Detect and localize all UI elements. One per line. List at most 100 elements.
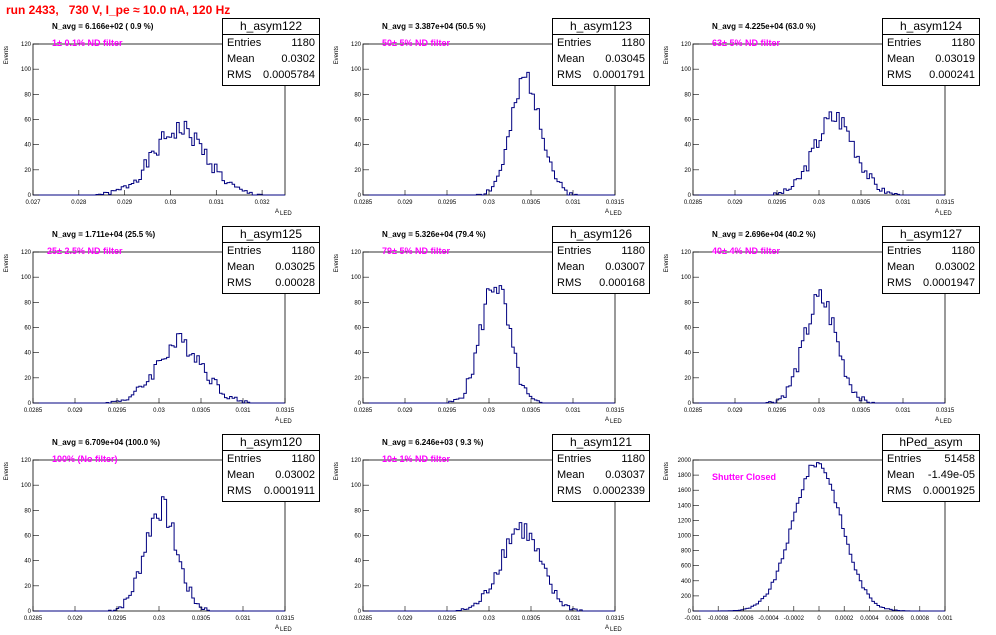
y-tick-label: 120 (681, 42, 692, 48)
y-axis-title: Events (4, 46, 10, 64)
stats-value-entries: 1180 (621, 37, 645, 49)
y-tick-label: 40 (24, 559, 31, 565)
stats-row-mean: Mean 0.03045 (553, 51, 649, 67)
y-tick-label: 40 (24, 351, 31, 357)
histogram-name: h_asym127 (883, 227, 979, 243)
histogram-name: hPed_asym (883, 435, 979, 451)
x-axis-title-subscript: LED (610, 419, 622, 425)
histogram-plot: 0.0285 0.029 0.0295 0.03 0.0305 0.031 0.0315 0 2… (4, 250, 295, 425)
stats-box: h_asym122 Entries 1180 Mean 0.0302 RMS 0.00057… (222, 18, 320, 86)
y-tick-label: 100 (21, 67, 32, 73)
histogram-name: h_asym123 (553, 19, 649, 35)
y-tick-label: 0 (358, 193, 362, 199)
x-axis-title: A (275, 625, 279, 631)
x-tick-label: 0.0285 (354, 200, 373, 206)
histogram-pad-h_asym120: 0.0285 0.029 0.0295 0.03 0.0305 0.031 0.0315 0 2… (0, 430, 330, 635)
x-axis-title: A (275, 209, 279, 215)
x-tick-label: 0.0295 (768, 200, 787, 206)
x-axis-title: A (605, 209, 609, 215)
y-tick-label: 120 (681, 250, 692, 256)
x-tick-label: 0.029 (397, 200, 413, 206)
x-tick-label: 0.0285 (684, 200, 703, 206)
y-tick-label: 20 (684, 168, 691, 174)
stats-label-mean: Mean (557, 53, 585, 65)
stats-box: h_asym123 Entries 1180 Mean 0.03045 RMS 0.0001… (552, 18, 650, 86)
stats-value-rms: 0.0005784 (263, 69, 315, 81)
y-tick-label: 60 (684, 326, 691, 332)
stats-row-rms: RMS 0.0001925 (883, 483, 979, 499)
stats-label-entries: Entries (227, 37, 262, 49)
stats-row-rms: RMS 0.00028 (223, 275, 319, 291)
y-tick-label: 60 (684, 118, 691, 124)
stats-label-mean: Mean (227, 469, 255, 481)
x-tick-label: 0.031 (565, 616, 581, 622)
stats-value-rms: 0.0001791 (593, 69, 645, 81)
stats-row-entries: Entries 1180 (223, 451, 319, 467)
y-tick-label: 100 (351, 67, 362, 73)
y-tick-label: 60 (24, 534, 31, 540)
x-tick-label: 0.031 (565, 200, 581, 206)
y-tick-label: 20 (24, 376, 31, 382)
stats-value-entries: 51458 (944, 453, 975, 465)
histogram-line (693, 462, 945, 612)
histogram-plot: 0.0285 0.029 0.0295 0.03 0.0305 0.031 0.0315 0 2… (334, 250, 625, 425)
histogram-pad-h_asym125: 0.0285 0.029 0.0295 0.03 0.0305 0.031 0.0315 0 2… (0, 222, 330, 427)
x-tick-label: 0 (817, 616, 821, 622)
x-tick-label: 0.029 (397, 616, 413, 622)
stats-value-rms: 0.0001925 (923, 485, 975, 497)
n-avg-label: N_avg = 6.166e+02 ( 0.9 %) (52, 22, 154, 31)
y-tick-label: 100 (681, 67, 692, 73)
stats-row-mean: Mean 0.03007 (553, 259, 649, 275)
histogram-pad-h_asym122: 0.027 0.028 0.029 0.03 0.031 0.032 0 20 40 60 80 10… (0, 14, 330, 219)
y-tick-label: 0 (358, 609, 362, 615)
stats-value-rms: 0.00028 (275, 277, 315, 289)
x-axis-title: A (275, 417, 279, 423)
stats-label-entries: Entries (887, 37, 922, 49)
x-tick-label: 0.0285 (354, 616, 373, 622)
y-tick-label: 80 (24, 92, 31, 98)
y-tick-label: 20 (354, 584, 361, 590)
y-tick-label: 80 (354, 508, 361, 514)
stats-label-mean: Mean (227, 261, 255, 273)
x-tick-label: 0.0305 (852, 200, 871, 206)
stats-row-rms: RMS 0.0001947 (883, 275, 979, 291)
stats-label-rms: RMS (227, 69, 252, 81)
histogram-plot: -0.001 -0.0008 -0.0006 -0.0004 -0.0002 0 0.000… (664, 458, 953, 622)
stats-value-rms: 0.0002339 (593, 485, 645, 497)
x-tick-label: 0.0295 (108, 616, 127, 622)
y-axis-title: Events (334, 46, 340, 64)
stats-label-rms: RMS (227, 277, 252, 289)
stats-value-entries: 1180 (951, 245, 975, 257)
histogram-pad-h_asym126: 0.0285 0.029 0.0295 0.03 0.0305 0.031 0.0315 0 2… (330, 222, 660, 427)
x-tick-label: 0.0305 (852, 408, 871, 414)
y-tick-label: 1000 (678, 534, 692, 540)
x-tick-label: 0.0285 (24, 616, 43, 622)
stats-row-mean: Mean 0.03019 (883, 51, 979, 67)
stats-label-rms: RMS (557, 69, 582, 81)
stats-label-mean: Mean (887, 469, 915, 481)
x-tick-label: 0.0006 (885, 616, 904, 622)
stats-box: h_asym127 Entries 1180 Mean 0.03002 RMS 0.0001… (882, 226, 980, 294)
stats-row-rms: RMS 0.000241 (883, 67, 979, 83)
x-tick-label: 0.0285 (354, 408, 373, 414)
stats-row-entries: Entries 1180 (553, 243, 649, 259)
x-tick-label: 0.0295 (768, 408, 787, 414)
y-tick-label: 20 (354, 168, 361, 174)
x-tick-label: 0.03 (153, 408, 165, 414)
x-tick-label: 0.0305 (522, 200, 541, 206)
stats-value-rms: 0.000241 (929, 69, 975, 81)
stats-value-mean: 0.03025 (275, 261, 315, 273)
stats-value-mean: 0.03002 (275, 469, 315, 481)
stats-row-rms: RMS 0.0001791 (553, 67, 649, 83)
x-tick-label: 0.029 (117, 200, 133, 206)
stats-value-entries: 1180 (291, 37, 315, 49)
stats-value-mean: 0.0302 (281, 53, 315, 65)
x-axis-title-subscript: LED (610, 211, 622, 217)
filter-annotation: 40± 4% ND filter (712, 246, 780, 256)
y-axis-title: Events (664, 254, 670, 272)
stats-box: hPed_asym Entries 51458 Mean -1.49e-05 RMS 0.0… (882, 434, 980, 502)
x-tick-label: 0.0295 (108, 408, 127, 414)
y-tick-label: 100 (681, 275, 692, 281)
stats-row-mean: Mean 0.03002 (883, 259, 979, 275)
y-tick-label: 60 (24, 118, 31, 124)
